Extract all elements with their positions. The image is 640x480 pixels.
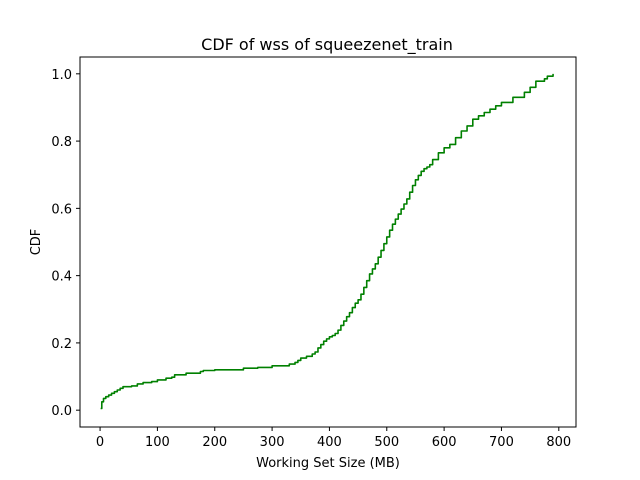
y-tick-label: 0.0 [51, 404, 72, 419]
y-axis-label: CDF [29, 229, 44, 256]
y-tick-label: 1.0 [51, 68, 72, 83]
x-axis-label: Working Set Size (MB) [256, 456, 400, 471]
y-tick-label: 0.8 [51, 135, 72, 150]
chart-title: CDF of wss of squeezenet_train [201, 35, 453, 55]
x-tick-label: 200 [202, 435, 227, 450]
x-tick-label: 800 [546, 435, 571, 450]
plot-frame [79, 56, 577, 428]
y-tick-label: 0.2 [51, 337, 72, 352]
y-tick-label: 0.6 [51, 202, 72, 217]
cdf-series-line [100, 73, 554, 410]
x-tick-label: 700 [489, 435, 514, 450]
x-tick-label: 500 [374, 435, 399, 450]
x-tick-label: 600 [432, 435, 457, 450]
x-tick-label: 100 [145, 435, 170, 450]
x-tick-label: 300 [260, 435, 285, 450]
x-tick-label: 0 [96, 435, 104, 450]
x-tick-label: 400 [317, 435, 342, 450]
y-tick-label: 0.4 [51, 270, 72, 285]
